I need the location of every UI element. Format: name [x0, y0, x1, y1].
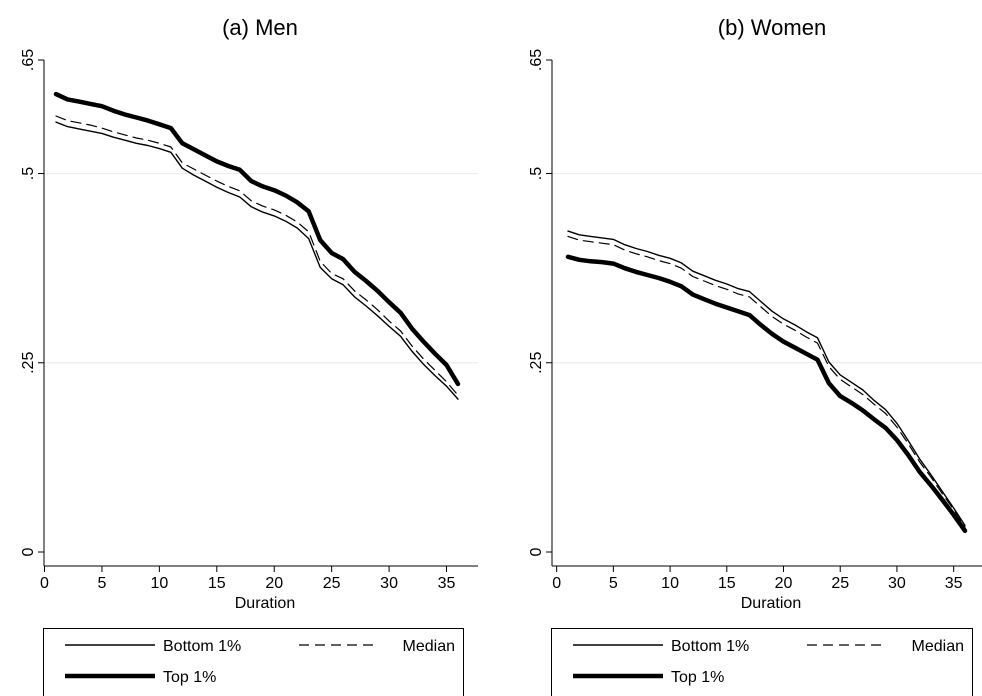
chart-title: (b) Women [718, 15, 826, 40]
x-tick-label: 35 [945, 575, 963, 592]
chart-panel-2: (b) Women 0 .25 .5 .65 0 5 10 15 20 25 30 35 Duration… [528, 15, 982, 696]
y-tick-label: .65 [20, 49, 37, 71]
x-tick-label: 10 [150, 575, 168, 592]
chart-title: (a) Men [222, 15, 298, 40]
legend-label: Top 1% [671, 669, 724, 686]
x-axis-label: Duration [235, 595, 295, 612]
y-tick-label: 0 [528, 547, 545, 556]
y-tick-label: .5 [528, 167, 545, 180]
legend-label: Bottom 1% [163, 638, 241, 655]
series-line-2 [55, 115, 459, 396]
legend-label: Bottom 1% [671, 638, 749, 655]
legend-label: Median [403, 638, 455, 655]
series-line-1 [567, 230, 966, 527]
y-tick-label: .25 [528, 352, 545, 374]
x-tick-label: 25 [323, 575, 341, 592]
legend-box [551, 628, 973, 696]
series-line-3 [53, 91, 461, 387]
x-tick-label: 35 [438, 575, 456, 592]
x-tick-label: 30 [888, 575, 906, 592]
series-line-1 [55, 121, 459, 400]
legend: Bottom 1% Median Top 1% [551, 628, 973, 696]
x-tick-label: 10 [661, 575, 679, 592]
x-tick-label: 0 [40, 575, 49, 592]
x-axis-label: Duration [741, 595, 801, 612]
x-tick-label: 30 [380, 575, 398, 592]
chart-panel-1: (a) Men 0 .25 .5 .65 0 5 10 15 20 25 30 35 Duration Bo… [20, 15, 478, 696]
x-tick-label: 20 [265, 575, 283, 592]
x-tick-label: 5 [609, 575, 618, 592]
x-tick-label: 5 [97, 575, 106, 592]
x-tick-label: 15 [718, 575, 736, 592]
x-tick-label: 20 [775, 575, 793, 592]
legend-label: Median [912, 638, 964, 655]
x-tick-label: 25 [831, 575, 849, 592]
y-tick-label: .5 [20, 167, 37, 180]
y-tick-label: 0 [20, 547, 37, 556]
series-line-2 [567, 235, 966, 528]
legend: Bottom 1% Median Top 1% [43, 628, 464, 696]
x-tick-label: 15 [208, 575, 226, 592]
legend-box [43, 628, 464, 696]
legend-label: Top 1% [163, 669, 216, 686]
y-tick-label: .25 [20, 352, 37, 374]
series-line-3 [565, 254, 968, 534]
x-tick-label: 0 [552, 575, 561, 592]
y-tick-label: .65 [528, 49, 545, 71]
